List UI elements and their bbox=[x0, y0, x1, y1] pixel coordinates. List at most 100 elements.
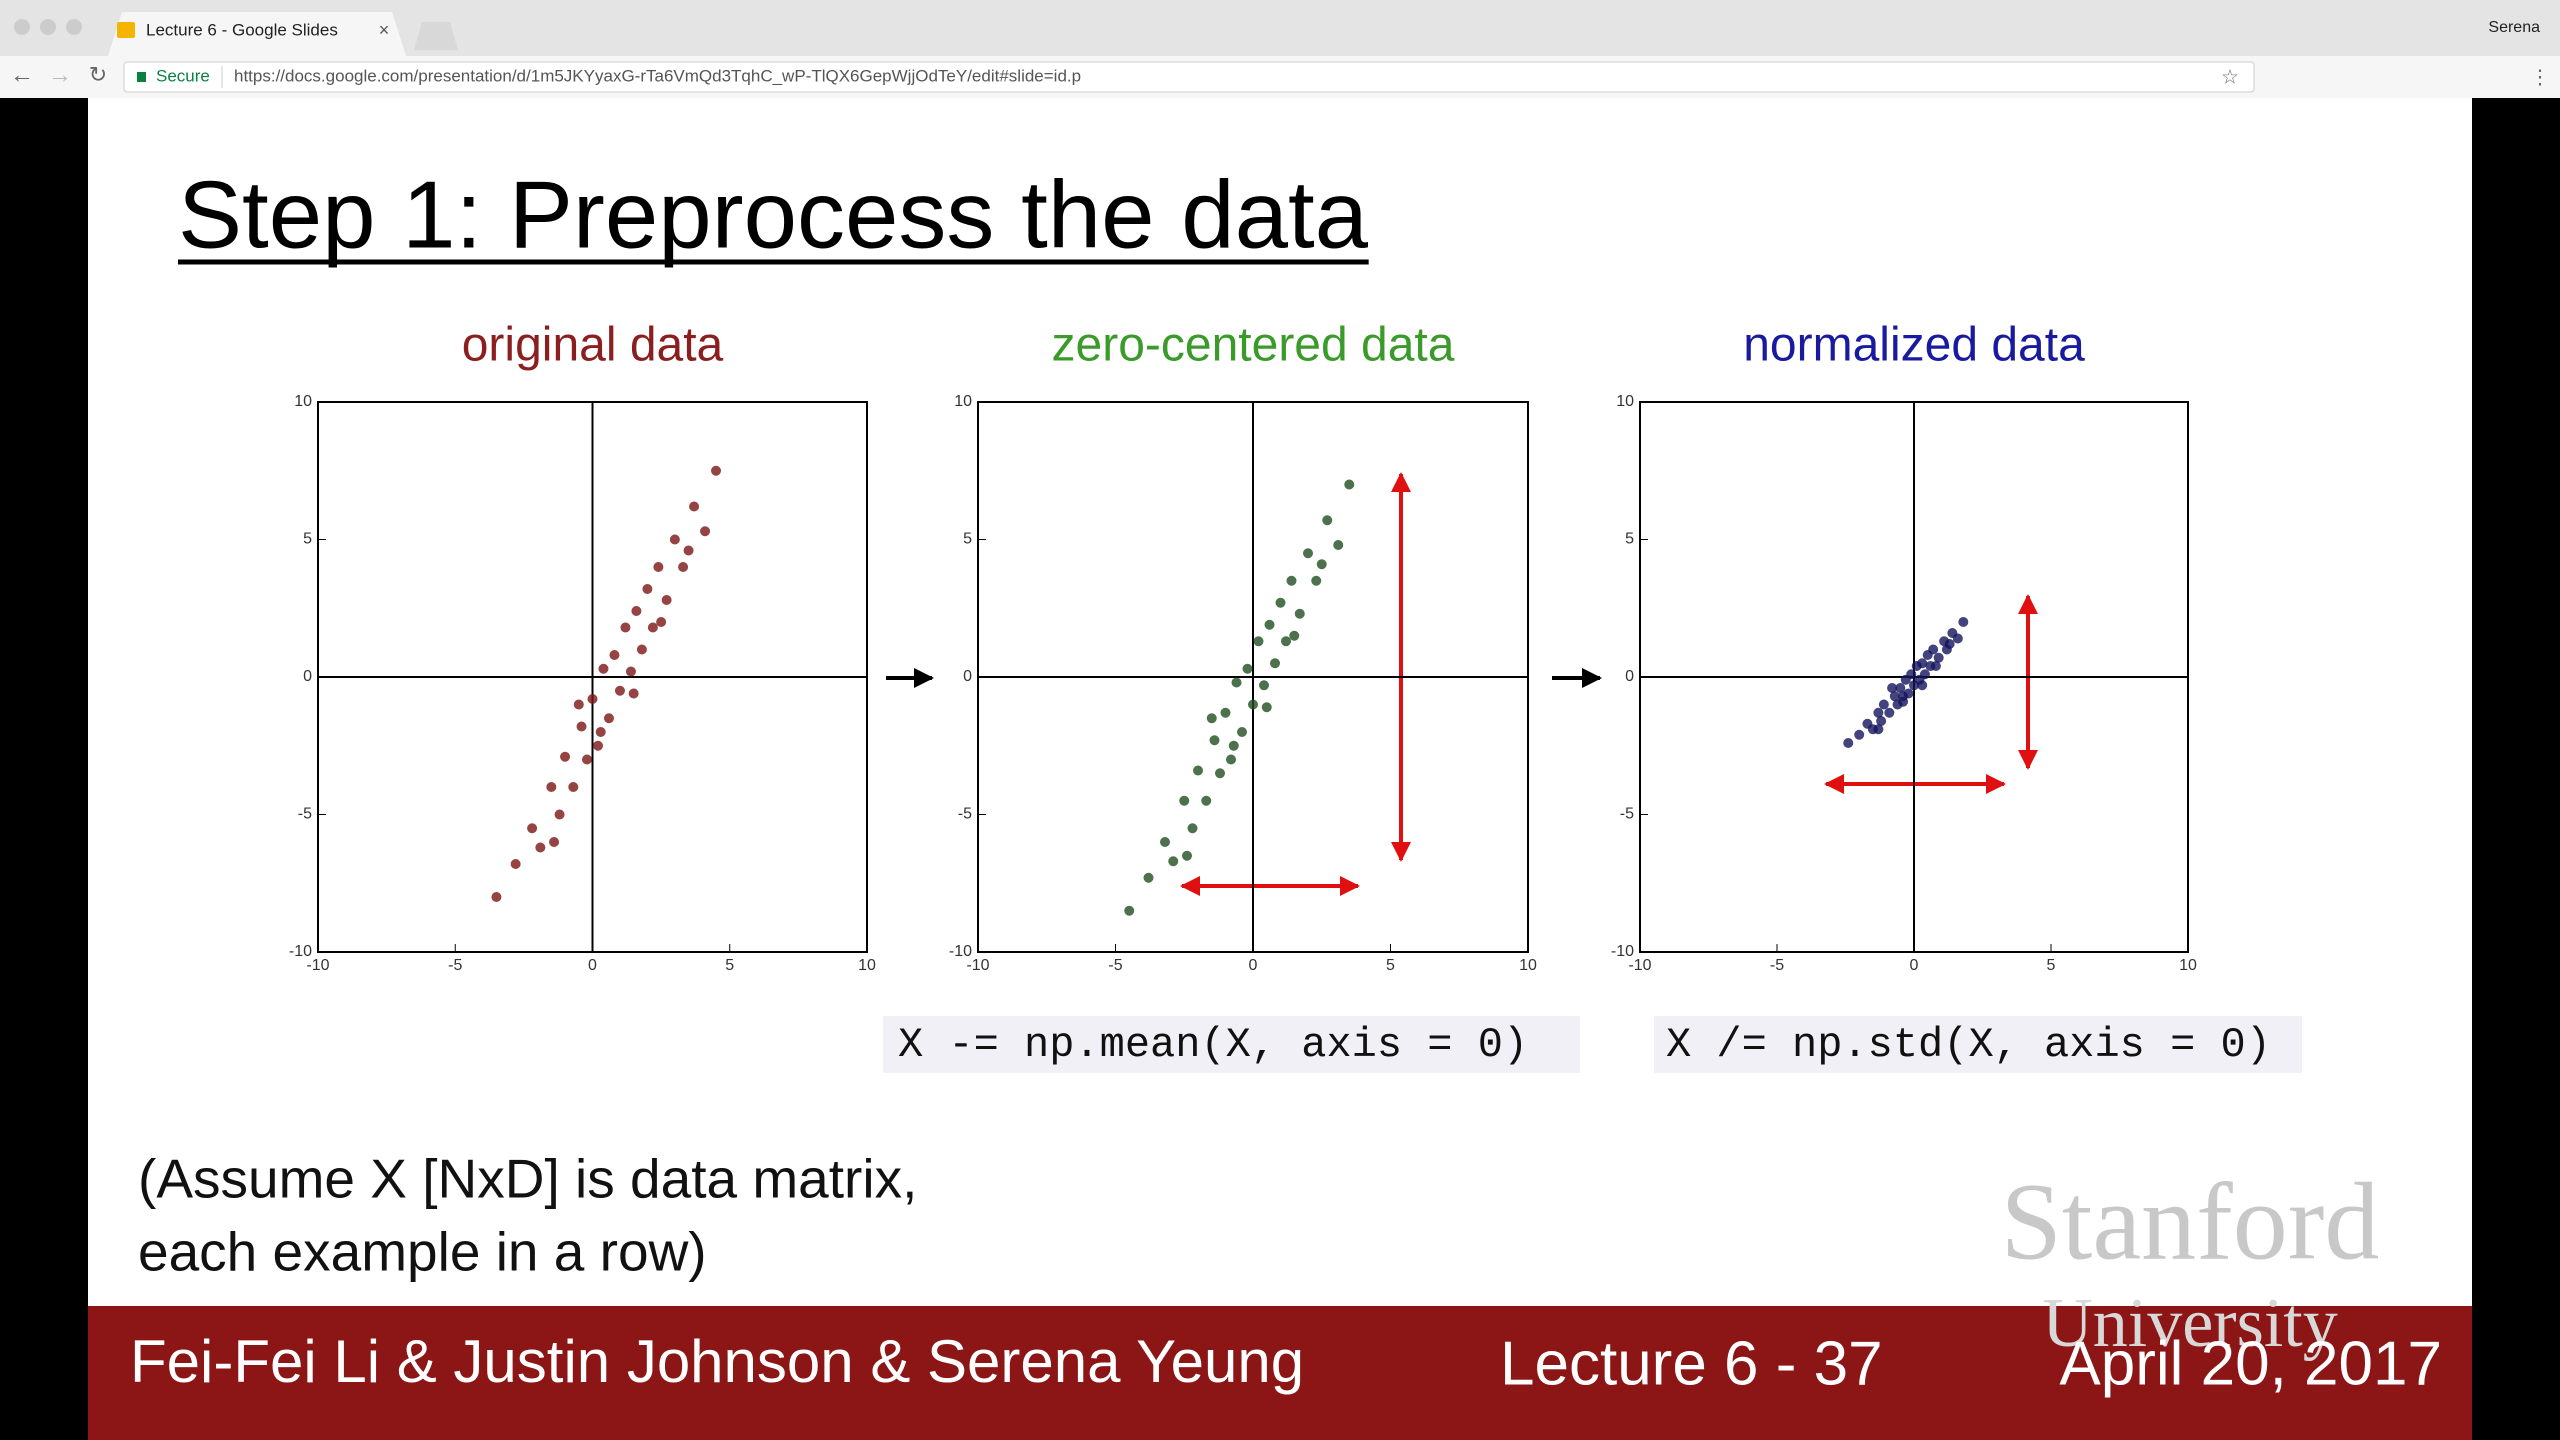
point bbox=[700, 526, 711, 537]
point bbox=[1168, 856, 1179, 867]
point bbox=[1160, 837, 1170, 847]
point bbox=[535, 842, 546, 853]
point bbox=[1944, 639, 1955, 649]
address-bar[interactable] bbox=[123, 61, 2255, 93]
point bbox=[1919, 669, 1930, 680]
point bbox=[1209, 735, 1220, 746]
point bbox=[647, 622, 658, 633]
point bbox=[1187, 823, 1198, 834]
point bbox=[1311, 575, 1322, 586]
menu-button[interactable]: ⋮ bbox=[2530, 66, 2550, 88]
point bbox=[689, 501, 700, 512]
footer-bar bbox=[88, 1306, 2472, 1440]
x-tick-label: -5 bbox=[448, 957, 462, 974]
point bbox=[1286, 575, 1297, 586]
point bbox=[661, 595, 672, 605]
y-tick-label: -5 bbox=[1620, 806, 1634, 823]
point bbox=[1322, 515, 1333, 526]
forward-button[interactable]: → bbox=[48, 61, 72, 88]
point bbox=[656, 617, 667, 627]
point bbox=[603, 713, 614, 724]
x-tick-label: 10 bbox=[858, 957, 876, 974]
point bbox=[1281, 636, 1291, 647]
tab[interactable] bbox=[108, 12, 406, 56]
point bbox=[1887, 683, 1898, 693]
point bbox=[1958, 617, 1969, 627]
x-tick-label: 0 bbox=[1910, 957, 1919, 974]
window-button[interactable] bbox=[66, 19, 82, 35]
point bbox=[1179, 795, 1190, 806]
point bbox=[1952, 633, 1963, 644]
point bbox=[1344, 479, 1355, 490]
y-tick-label: 10 bbox=[294, 393, 312, 410]
x-tick-label: -10 bbox=[306, 957, 329, 974]
point bbox=[1182, 850, 1192, 861]
point bbox=[568, 782, 579, 792]
slide-title: Step 1: Preprocess the data bbox=[178, 161, 1369, 268]
point bbox=[598, 663, 609, 674]
point bbox=[620, 622, 631, 633]
point bbox=[1303, 548, 1313, 559]
point bbox=[1242, 663, 1253, 674]
footer-date: April 20, 2017 bbox=[2059, 1329, 2442, 1398]
window-button[interactable] bbox=[14, 19, 30, 35]
y-tick-label: 10 bbox=[1616, 393, 1634, 410]
point bbox=[1889, 691, 1900, 702]
x-tick-label: -10 bbox=[1628, 957, 1651, 974]
x-tick-label: 0 bbox=[588, 957, 597, 974]
y-tick-label: -5 bbox=[298, 806, 312, 823]
point bbox=[628, 688, 639, 699]
point bbox=[614, 685, 625, 696]
chart-title: zero-centered data bbox=[1052, 319, 1455, 372]
point bbox=[1906, 669, 1917, 680]
secure-label: Secure bbox=[156, 66, 210, 85]
point bbox=[1261, 702, 1272, 713]
point bbox=[592, 740, 603, 751]
back-button[interactable]: ← bbox=[10, 61, 34, 88]
footer-lecture: Lecture 6 - 37 bbox=[1500, 1329, 1883, 1398]
point bbox=[711, 465, 722, 476]
y-tick-label: 10 bbox=[954, 393, 972, 410]
point bbox=[1843, 738, 1854, 748]
point bbox=[1928, 644, 1939, 655]
point bbox=[1248, 699, 1258, 710]
point bbox=[491, 892, 502, 902]
point bbox=[1930, 661, 1941, 671]
point bbox=[1333, 540, 1344, 550]
tab-close[interactable]: × bbox=[379, 20, 390, 40]
y-tick-label: -10 bbox=[949, 943, 972, 960]
point bbox=[683, 545, 694, 556]
point bbox=[609, 650, 620, 660]
point bbox=[1237, 727, 1247, 737]
point bbox=[678, 562, 689, 572]
reload-button[interactable]: ↻ bbox=[89, 62, 107, 87]
new-tab[interactable] bbox=[414, 22, 458, 50]
slides-icon bbox=[117, 22, 135, 38]
point bbox=[1917, 680, 1928, 691]
point bbox=[1289, 630, 1300, 641]
point bbox=[1917, 658, 1928, 669]
x-tick-label: 5 bbox=[725, 957, 734, 974]
point bbox=[510, 859, 521, 869]
y-tick-label: -10 bbox=[289, 943, 312, 960]
point bbox=[1895, 683, 1906, 693]
point bbox=[1231, 677, 1242, 688]
lock-icon bbox=[137, 72, 146, 82]
window-button[interactable] bbox=[40, 19, 56, 35]
url: https://docs.google.com/presentation/d/1… bbox=[234, 66, 1081, 85]
x-tick-label: -10 bbox=[966, 957, 989, 974]
profile[interactable]: Serena bbox=[2488, 19, 2540, 36]
point bbox=[1933, 652, 1944, 663]
code: X /= np.std(X, axis = 0) bbox=[1666, 1021, 2271, 1069]
point bbox=[546, 782, 557, 792]
tab-title: Lecture 6 - Google Slides bbox=[146, 20, 338, 39]
point bbox=[1259, 680, 1269, 691]
y-tick-label: 0 bbox=[303, 668, 312, 685]
bookmark-star[interactable]: ☆ bbox=[2221, 66, 2239, 88]
x-tick-label: -5 bbox=[1770, 957, 1784, 974]
point bbox=[1854, 729, 1865, 740]
watermark: University bbox=[2042, 1285, 2338, 1362]
point bbox=[669, 534, 680, 545]
